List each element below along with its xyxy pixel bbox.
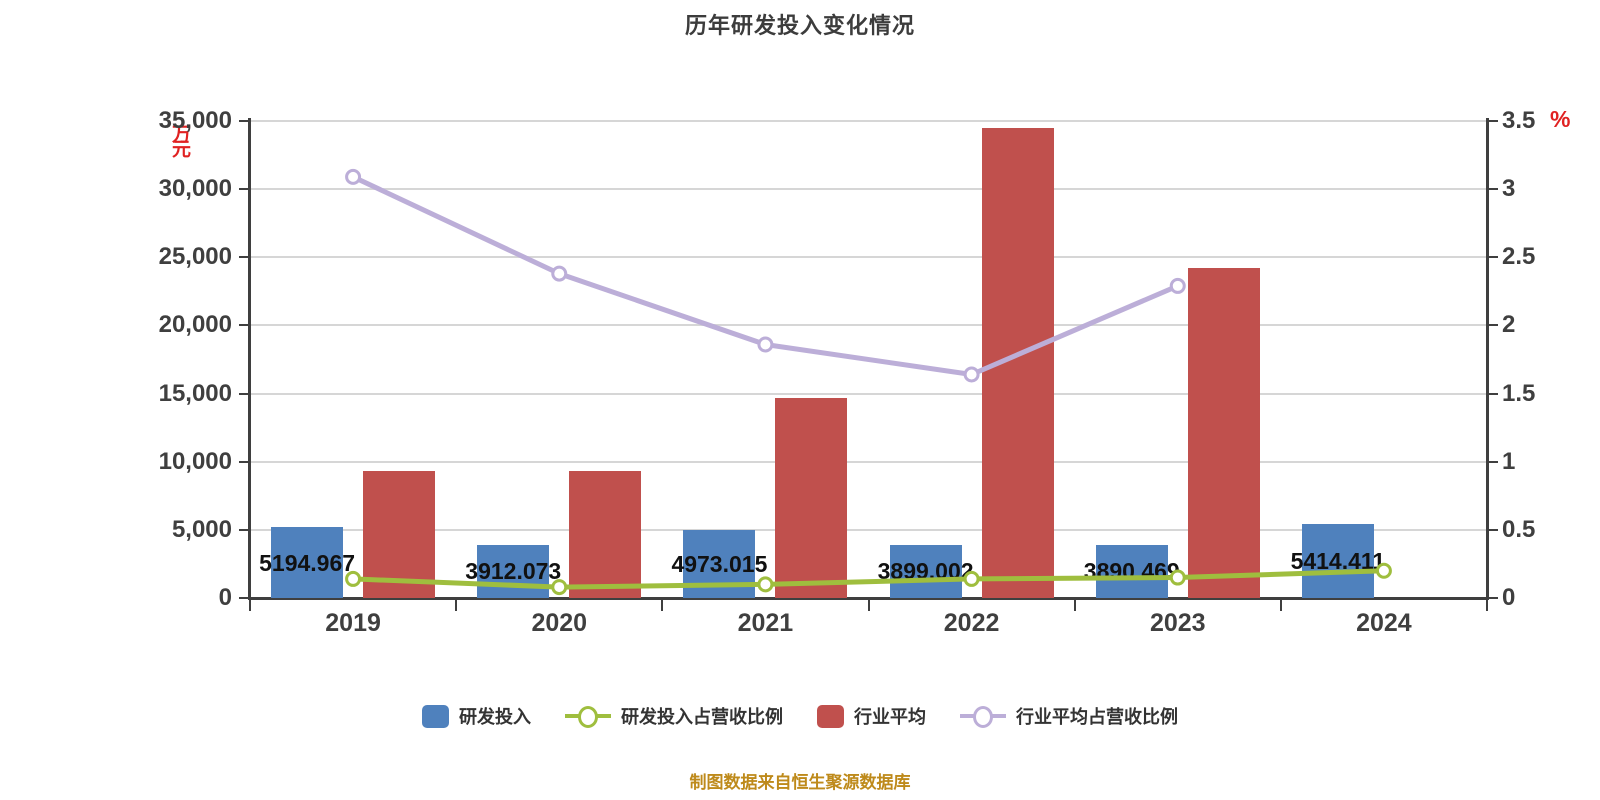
y-axis-tick-left bbox=[239, 256, 250, 259]
x-axis-spine bbox=[248, 597, 1489, 600]
gridline bbox=[250, 528, 1487, 531]
x-axis-tick bbox=[867, 599, 870, 611]
y-axis-tick-right bbox=[1487, 460, 1498, 463]
bar-industry-average bbox=[775, 397, 848, 598]
x-axis-label: 2023 bbox=[1149, 609, 1206, 637]
y-axis-tick-left bbox=[239, 460, 250, 463]
legend-item: 行业平均占营收比例 bbox=[960, 703, 1178, 729]
legend: 研发投入 研发投入占营收比例 行业平均 行业平均占营收比例 bbox=[0, 696, 1600, 736]
y-axis-tick-right bbox=[1487, 120, 1498, 122]
y-axis-tick-left bbox=[239, 597, 250, 599]
y-axis-label-right: 3 bbox=[1502, 175, 1516, 203]
x-axis-tick bbox=[1486, 599, 1488, 611]
y-axis-label-right: 0 bbox=[1502, 584, 1516, 611]
y-axis-label-right: 2.5 bbox=[1502, 243, 1536, 271]
y-axis-tick-left bbox=[239, 120, 250, 122]
x-axis-tick bbox=[1279, 599, 1282, 611]
x-axis-tick bbox=[1073, 599, 1076, 611]
y-axis-tick-right bbox=[1487, 256, 1498, 259]
y-axis-tick-left bbox=[239, 392, 250, 395]
y-axis-tick-right bbox=[1487, 392, 1498, 395]
y-axis-label-left: 0 bbox=[218, 584, 232, 611]
legend-line-dot-icon bbox=[565, 706, 611, 728]
legend-dot bbox=[578, 706, 598, 728]
y-axis-label-right: 1.5 bbox=[1502, 379, 1536, 407]
bar-rnd-investment bbox=[271, 527, 344, 598]
x-axis-tick bbox=[661, 599, 664, 611]
y-axis-label-left: 30,000 bbox=[158, 175, 232, 203]
x-axis-label: 2021 bbox=[737, 609, 794, 637]
gridline bbox=[250, 324, 1487, 327]
legend-dot bbox=[973, 706, 993, 728]
bar-industry-average bbox=[363, 470, 436, 598]
y-axis-tick-left bbox=[239, 528, 250, 531]
legend-line-dot-icon bbox=[960, 706, 1006, 728]
y-axis-label-left: 10,000 bbox=[158, 447, 232, 475]
y-axis-label-right: 3.5 bbox=[1502, 107, 1536, 134]
y-axis-label-left: 15,000 bbox=[158, 379, 232, 407]
x-axis-label: 2019 bbox=[325, 609, 381, 637]
legend-label: 行业平均 bbox=[854, 707, 926, 727]
y-axis-label-left: 5,000 bbox=[171, 515, 232, 543]
y-axis-label-left: 20,000 bbox=[158, 311, 232, 339]
gridline bbox=[250, 460, 1487, 463]
bar-value-label: 5414.411 bbox=[1290, 548, 1386, 575]
x-axis-tick bbox=[249, 599, 251, 611]
chart-title: 历年研发投入变化情况 bbox=[684, 13, 915, 38]
y-axis-left-spine bbox=[248, 118, 251, 599]
bar-value-label: 3912.073 bbox=[465, 558, 562, 585]
y-axis-label-left: 25,000 bbox=[158, 243, 232, 271]
y-axis-label-right: 0.5 bbox=[1502, 515, 1536, 543]
y-axis-tick-left bbox=[239, 324, 250, 327]
right-axis-unit-label: % bbox=[1550, 106, 1571, 132]
legend-swatch-icon bbox=[422, 704, 449, 728]
legend-label: 研发投入 bbox=[459, 707, 531, 727]
y-axis-right-spine bbox=[1486, 118, 1489, 599]
gridline bbox=[250, 256, 1487, 259]
bar-value-label: 4973.015 bbox=[671, 551, 768, 578]
x-axis-label: 2020 bbox=[531, 609, 588, 637]
legend-label: 行业平均占营收比例 bbox=[1016, 707, 1178, 727]
y-axis-tick-right bbox=[1487, 528, 1498, 531]
bar-value-label: 3890.469 bbox=[1083, 558, 1180, 585]
x-axis-label: 2024 bbox=[1356, 609, 1412, 637]
y-axis-tick-right bbox=[1487, 597, 1498, 599]
y-axis-label-right: 2 bbox=[1502, 311, 1516, 339]
gridline bbox=[250, 188, 1487, 191]
y-axis-tick-left bbox=[239, 188, 250, 191]
gridline bbox=[250, 392, 1487, 395]
left-axis-unit-label: 万元 bbox=[169, 124, 190, 154]
bar-value-label: 3899.002 bbox=[877, 558, 974, 585]
y-axis-tick-right bbox=[1487, 188, 1498, 191]
x-axis-tick bbox=[455, 599, 458, 611]
bar-industry-average bbox=[1187, 267, 1260, 598]
data-source-caption: 制图数据来自恒生聚源数据库 bbox=[689, 773, 911, 792]
bar-industry-average bbox=[981, 127, 1054, 598]
legend-item: 研发投入占营收比例 bbox=[565, 703, 783, 729]
y-axis-tick-right bbox=[1487, 324, 1498, 327]
y-axis-label-right: 1 bbox=[1502, 447, 1516, 475]
x-axis-label: 2022 bbox=[943, 609, 1000, 637]
y-axis-label-left: 35,000 bbox=[158, 107, 232, 134]
bar-value-label: 5194.967 bbox=[259, 549, 356, 576]
gridline bbox=[250, 120, 1487, 122]
legend-label: 研发投入占营收比例 bbox=[621, 707, 783, 727]
legend-item: 行业平均 bbox=[817, 703, 926, 729]
legend-item: 研发投入 bbox=[422, 703, 531, 729]
legend-swatch-icon bbox=[817, 704, 844, 728]
